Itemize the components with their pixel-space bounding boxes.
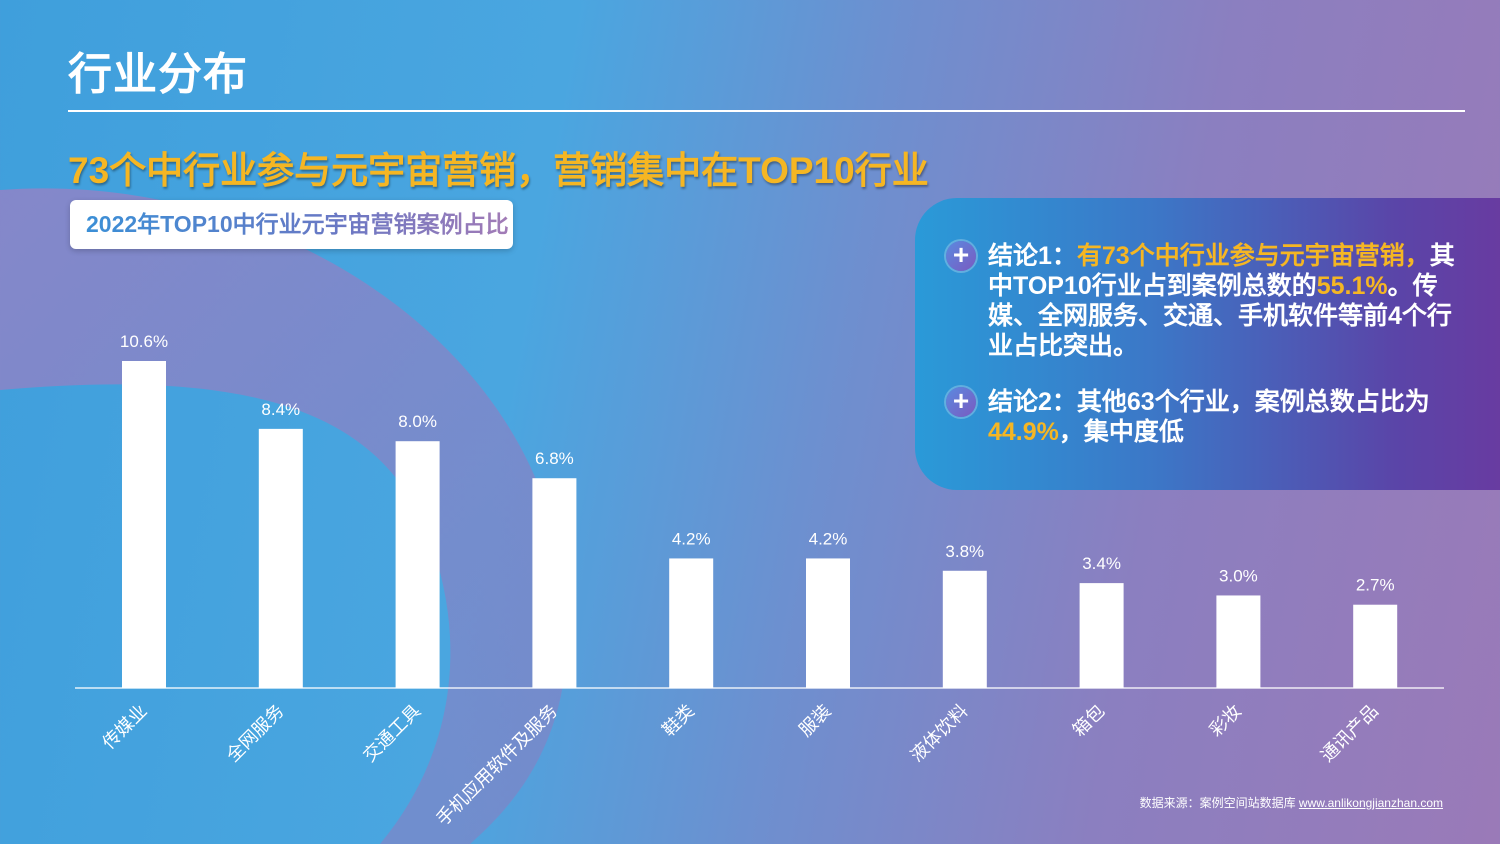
bar-2 [258, 428, 303, 688]
conclusion-1-tail: 。传媒、全网服务、交通、手机软件等前4个行业占比突出。 [988, 272, 1452, 360]
conclusion-1-prefix: 结论1： [988, 242, 1077, 270]
source-label: 数据来源：案例空间站数据库 [1139, 796, 1296, 810]
category-label-1: 传媒业 [99, 701, 152, 754]
bar-5 [669, 558, 714, 688]
plus-icon: + [946, 241, 976, 271]
conclusion-1-highlight: 有73个中行业参与元宇宙营销， [1076, 242, 1430, 270]
value-label-5: 4.2% [672, 529, 711, 548]
bars-group [122, 361, 1398, 688]
value-label-9: 3.0% [1219, 566, 1258, 585]
source-link[interactable]: www.anlikongjianzhan.com [1298, 796, 1443, 810]
bar-8 [1079, 583, 1124, 688]
bar-6 [806, 558, 850, 688]
value-label-10: 2.7% [1356, 576, 1395, 595]
category-label-10: 通讯产品 [1317, 701, 1383, 767]
category-label-2: 全网服务 [223, 701, 289, 767]
chart-title-tag: 2022年TOP10中行业元宇宙营销案例占比 [70, 200, 513, 249]
page-title: 行业分布 [68, 50, 248, 99]
title-divider [68, 110, 1465, 112]
value-label-2: 8.4% [261, 400, 300, 419]
conclusion-2: + 结论2：其他63个行业，案例总数占比为44.9%，集中度低 [946, 387, 1466, 447]
bar-10 [1353, 604, 1398, 688]
category-label-3: 交通工具 [359, 701, 425, 767]
category-label-6: 服装 [795, 701, 835, 741]
plus-icon: + [946, 387, 976, 417]
category-label-4: 手机应用软件及服务 [433, 701, 562, 830]
category-label-8: 箱包 [1069, 701, 1109, 741]
bar-4 [532, 478, 577, 688]
conclusion-1-text: 其中TOP10行业占到案例总数的 [988, 242, 1455, 300]
conclusion-2-tail: ，集中度低 [1058, 418, 1184, 446]
value-label-1: 10.6% [120, 332, 168, 351]
conclusion-panel [915, 198, 1500, 490]
bar-3 [395, 441, 440, 688]
category-label-5: 鞋类 [658, 701, 698, 741]
category-label-9: 彩妆 [1206, 701, 1246, 741]
bar-9 [1216, 595, 1261, 688]
value-label-6: 4.2% [809, 529, 848, 548]
conclusion-2-text: 结论2：其他63个行业，案例总数占比为 [988, 388, 1430, 416]
value-label-7: 3.8% [945, 542, 984, 561]
conclusion-1: + 结论1：有73个中行业参与元宇宙营销，其中TOP10行业占到案例总数的55.… [946, 241, 1466, 361]
value-labels-group: 10.6% 8.4% 8.0% 6.8% 4.2% 4.2% 3.8% 3.4% 3.0% 2.7… [120, 332, 1395, 595]
data-source: 数据来源：案例空间站数据库 www.anlikongjianzhan.com [1140, 794, 1443, 811]
chart-title: 2022年TOP10中行业元宇宙营销案例占比 [86, 211, 509, 237]
headline: 73个中行业参与元宇宙营销，营销集中在TOP10行业 [68, 150, 929, 191]
value-label-3: 8.0% [398, 412, 437, 431]
value-label-4: 6.8% [535, 449, 574, 468]
bar-7 [942, 570, 987, 688]
value-label-8: 3.4% [1082, 554, 1121, 573]
conclusion-1-percent: 55.1% [1316, 272, 1388, 300]
category-label-7: 液体饮料 [907, 701, 973, 767]
bar-1 [122, 361, 166, 688]
conclusion-2-percent: 44.9% [988, 418, 1059, 446]
